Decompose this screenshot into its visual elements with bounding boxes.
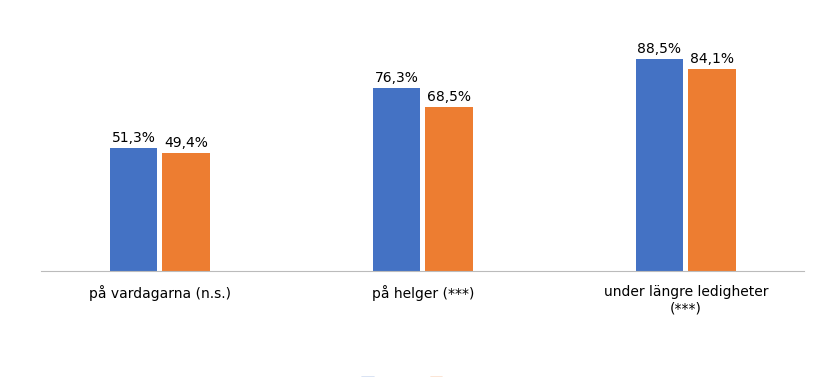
Bar bbox=[425, 107, 472, 271]
Bar bbox=[635, 58, 682, 271]
Bar bbox=[373, 88, 420, 271]
Text: 76,3%: 76,3% bbox=[374, 71, 418, 85]
Bar bbox=[687, 69, 735, 271]
Text: 49,4%: 49,4% bbox=[164, 136, 208, 150]
Text: 88,5%: 88,5% bbox=[637, 41, 681, 56]
Bar bbox=[109, 148, 157, 271]
Bar bbox=[162, 153, 209, 271]
Text: 84,1%: 84,1% bbox=[689, 52, 734, 66]
Legend: 2007, 2018: 2007, 2018 bbox=[355, 371, 489, 377]
Text: 51,3%: 51,3% bbox=[112, 131, 155, 145]
Text: 68,5%: 68,5% bbox=[426, 90, 470, 104]
